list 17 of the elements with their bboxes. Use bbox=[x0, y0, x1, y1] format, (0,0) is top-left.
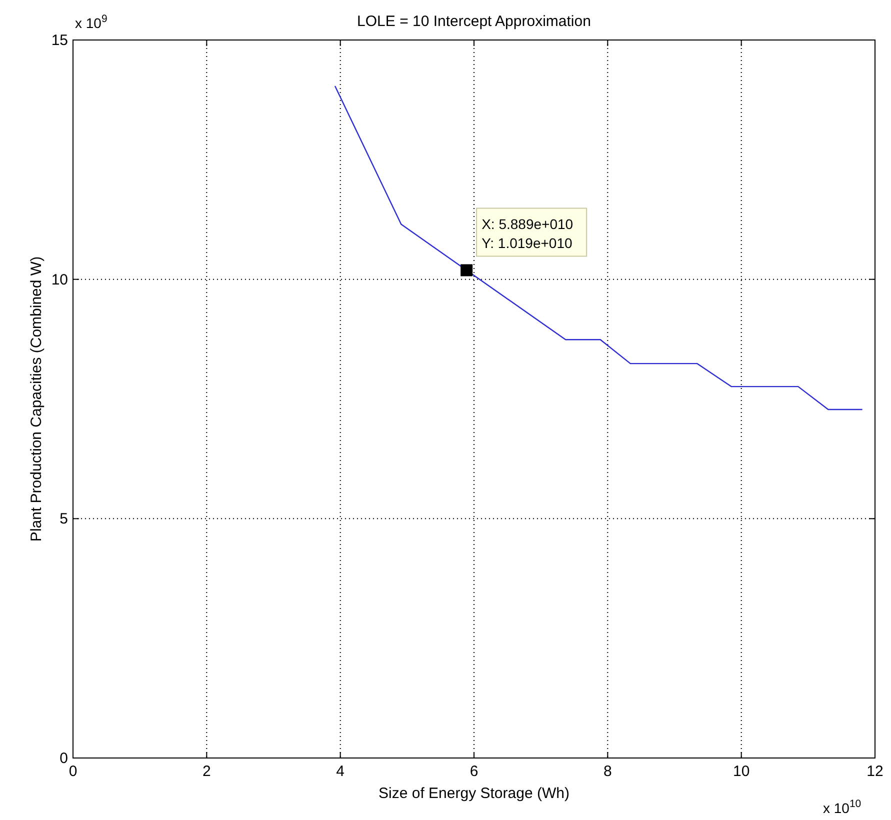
text: x 10$^{10}$ bbox=[823, 798, 862, 816]
y-tick-label: 15 bbox=[51, 32, 68, 49]
y-tick-label: 5 bbox=[60, 510, 68, 528]
y-tick-label: 0 bbox=[60, 750, 68, 767]
chart-title: LOLE = 10 Intercept Approximation bbox=[357, 13, 591, 30]
y-tick-label: 10 bbox=[51, 271, 68, 288]
annotation: X: 5.889e+010 Y: 1.019e+010 bbox=[482, 216, 574, 252]
x-tick-label: 2 bbox=[202, 763, 211, 780]
x-tick-label: 10 bbox=[732, 763, 750, 780]
x-axis-title: Size of Energy Storage (Wh) bbox=[378, 785, 570, 802]
x-tick-label: 4 bbox=[336, 763, 345, 780]
line-series bbox=[334, 85, 863, 410]
x-tick-label: 6 bbox=[470, 763, 478, 780]
y-axis-title: Plant Production Capacities (Combined W) bbox=[28, 256, 45, 542]
text: x 10$^{9}$ bbox=[75, 13, 108, 31]
x-tick-label: 8 bbox=[603, 763, 612, 780]
x-tick-label: 12 bbox=[866, 763, 884, 780]
